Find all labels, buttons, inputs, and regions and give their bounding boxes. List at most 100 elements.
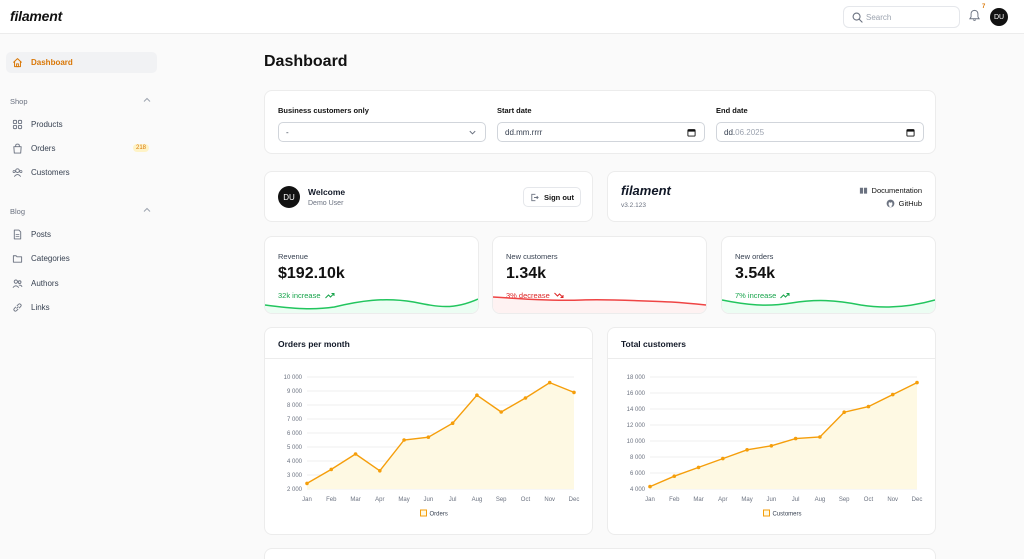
x-tick-label: Aug bbox=[815, 497, 826, 503]
sidebar-item-label: Customers bbox=[31, 168, 70, 177]
orders-chart: 2 000 3 000 4 000 5 000 6 000 7 000 8 000 9 000… bbox=[284, 375, 580, 518]
sidebar-item-authors[interactable]: Authors bbox=[6, 273, 157, 294]
chevron-up-icon[interactable] bbox=[143, 97, 151, 103]
orders-chart-card: Orders per month 2 000 3 000 4 000 5 000 6 0… bbox=[264, 327, 593, 535]
customers-chart-card: Total customers 4 000 6 000 8 000 10 000 12 … bbox=[607, 327, 936, 535]
trending-down-icon bbox=[553, 292, 564, 298]
sidebar-item-label: Links bbox=[31, 303, 50, 312]
chart-title: Orders per month bbox=[278, 339, 350, 349]
bottom-card bbox=[264, 548, 936, 559]
series-line bbox=[306, 381, 575, 485]
y-tick-label: 14 000 bbox=[627, 407, 646, 413]
data-point bbox=[305, 481, 309, 486]
legend-label: Customers bbox=[773, 512, 802, 518]
x-tick-label: Apr bbox=[718, 497, 727, 503]
sidebar-group-shop[interactable]: Shop bbox=[10, 97, 28, 106]
search-input[interactable] bbox=[866, 10, 954, 25]
stat-description: 3% decrease bbox=[506, 291, 564, 300]
calendar-icon[interactable] bbox=[687, 128, 696, 137]
sidebar-item-label: Products bbox=[31, 120, 63, 129]
stat-label: New orders bbox=[735, 252, 774, 261]
github-link[interactable]: GitHub bbox=[886, 199, 922, 208]
orders-count-badge: 218 bbox=[132, 144, 149, 152]
business-customers-label: Business customers only bbox=[278, 106, 369, 115]
end-date-input[interactable]: dd. 06.2025 bbox=[716, 122, 924, 142]
stat-description-text: 3% decrease bbox=[506, 291, 550, 300]
x-tick-label: Dec bbox=[912, 497, 923, 503]
start-date-label: Start date bbox=[497, 106, 532, 115]
sidebar: Dashboard Shop Products Orders 218 Custo… bbox=[0, 34, 165, 559]
welcome-card: DU Welcome Demo User Sign out bbox=[264, 171, 593, 222]
data-point bbox=[721, 456, 725, 461]
y-tick-label: 16 000 bbox=[627, 391, 646, 397]
business-customers-select[interactable]: - bbox=[278, 122, 486, 142]
stat-label: New customers bbox=[506, 252, 558, 261]
legend-swatch bbox=[763, 509, 770, 517]
sidebar-item-label: Posts bbox=[31, 230, 52, 239]
x-tick-label: Feb bbox=[669, 497, 680, 503]
stat-description: 32k increase bbox=[278, 291, 335, 300]
search-box[interactable] bbox=[843, 6, 960, 28]
user-group-icon bbox=[12, 279, 23, 288]
filament-info-card: filament v3.2.123 Documentation GitHub bbox=[607, 171, 936, 222]
sidebar-item-links[interactable]: Links bbox=[6, 297, 157, 318]
trending-up-icon bbox=[780, 293, 790, 299]
sign-out-label: Sign out bbox=[544, 192, 574, 202]
chart-title: Total customers bbox=[621, 339, 687, 349]
sidebar-group-blog[interactable]: Blog bbox=[10, 207, 26, 216]
divider bbox=[265, 358, 592, 359]
grid-icon bbox=[12, 119, 23, 130]
book-icon bbox=[859, 187, 867, 194]
filament-logo[interactable]: filament bbox=[621, 183, 671, 198]
sidebar-item-customers[interactable]: Customers bbox=[6, 162, 157, 183]
welcome-title: Welcome bbox=[308, 187, 346, 197]
sidebar-item-dashboard[interactable]: Dashboard bbox=[6, 52, 157, 73]
welcome-user-name: Demo User bbox=[308, 200, 344, 207]
data-point bbox=[402, 438, 406, 442]
y-tick-label: 4 000 bbox=[630, 487, 646, 493]
sidebar-item-posts[interactable]: Posts bbox=[6, 224, 157, 245]
y-tick-label: 10 000 bbox=[627, 439, 646, 445]
sidebar-item-label: Authors bbox=[31, 279, 59, 288]
y-tick-label: 9 000 bbox=[287, 389, 303, 395]
stat-card-new-customers: New customers 1.34k 3% decrease bbox=[492, 236, 707, 314]
series-area bbox=[650, 382, 917, 489]
avatar: DU bbox=[278, 186, 300, 208]
new-orders-sparkline bbox=[722, 299, 935, 313]
data-point bbox=[499, 410, 503, 414]
app-logo[interactable]: filament bbox=[10, 8, 63, 24]
chevron-up-icon[interactable] bbox=[143, 207, 151, 213]
y-tick-label: 8 000 bbox=[287, 403, 303, 409]
x-tick-label: Jun bbox=[424, 497, 434, 503]
chevron-down-icon bbox=[469, 130, 476, 135]
stat-description: 7% increase bbox=[735, 291, 790, 300]
sidebar-item-categories[interactable]: Categories bbox=[6, 248, 157, 269]
y-tick-label: 8 000 bbox=[630, 455, 646, 461]
start-date-input[interactable]: dd.mm.rrrr bbox=[497, 122, 705, 142]
x-tick-label: Jul bbox=[449, 497, 457, 503]
x-tick-label: Jan bbox=[645, 497, 655, 503]
x-tick-label: Oct bbox=[521, 497, 531, 503]
users-icon bbox=[12, 168, 23, 177]
x-tick-label: Jul bbox=[792, 497, 800, 503]
data-point bbox=[475, 393, 479, 397]
documentation-link[interactable]: Documentation bbox=[859, 186, 922, 195]
x-tick-label: Oct bbox=[864, 497, 874, 503]
sidebar-item-products[interactable]: Products bbox=[6, 114, 157, 135]
sidebar-item-orders[interactable]: Orders 218 bbox=[6, 138, 157, 159]
x-tick-label: Sep bbox=[496, 497, 507, 503]
x-tick-label: Mar bbox=[693, 497, 703, 503]
sign-out-button[interactable]: Sign out bbox=[523, 187, 581, 207]
end-date-value-rest: 06.2025 bbox=[735, 127, 765, 137]
calendar-icon[interactable] bbox=[906, 128, 915, 137]
user-avatar[interactable]: DU bbox=[990, 8, 1008, 26]
x-tick-label: Jun bbox=[767, 497, 777, 503]
data-point bbox=[818, 435, 822, 439]
top-bar: filament 7 DU bbox=[0, 0, 1024, 34]
stat-description-text: 32k increase bbox=[278, 291, 321, 300]
y-tick-label: 5 000 bbox=[287, 445, 303, 451]
y-tick-label: 4 000 bbox=[287, 459, 303, 465]
bell-icon[interactable] bbox=[968, 9, 981, 22]
y-tick-label: 10 000 bbox=[284, 375, 303, 381]
data-point bbox=[353, 452, 358, 456]
